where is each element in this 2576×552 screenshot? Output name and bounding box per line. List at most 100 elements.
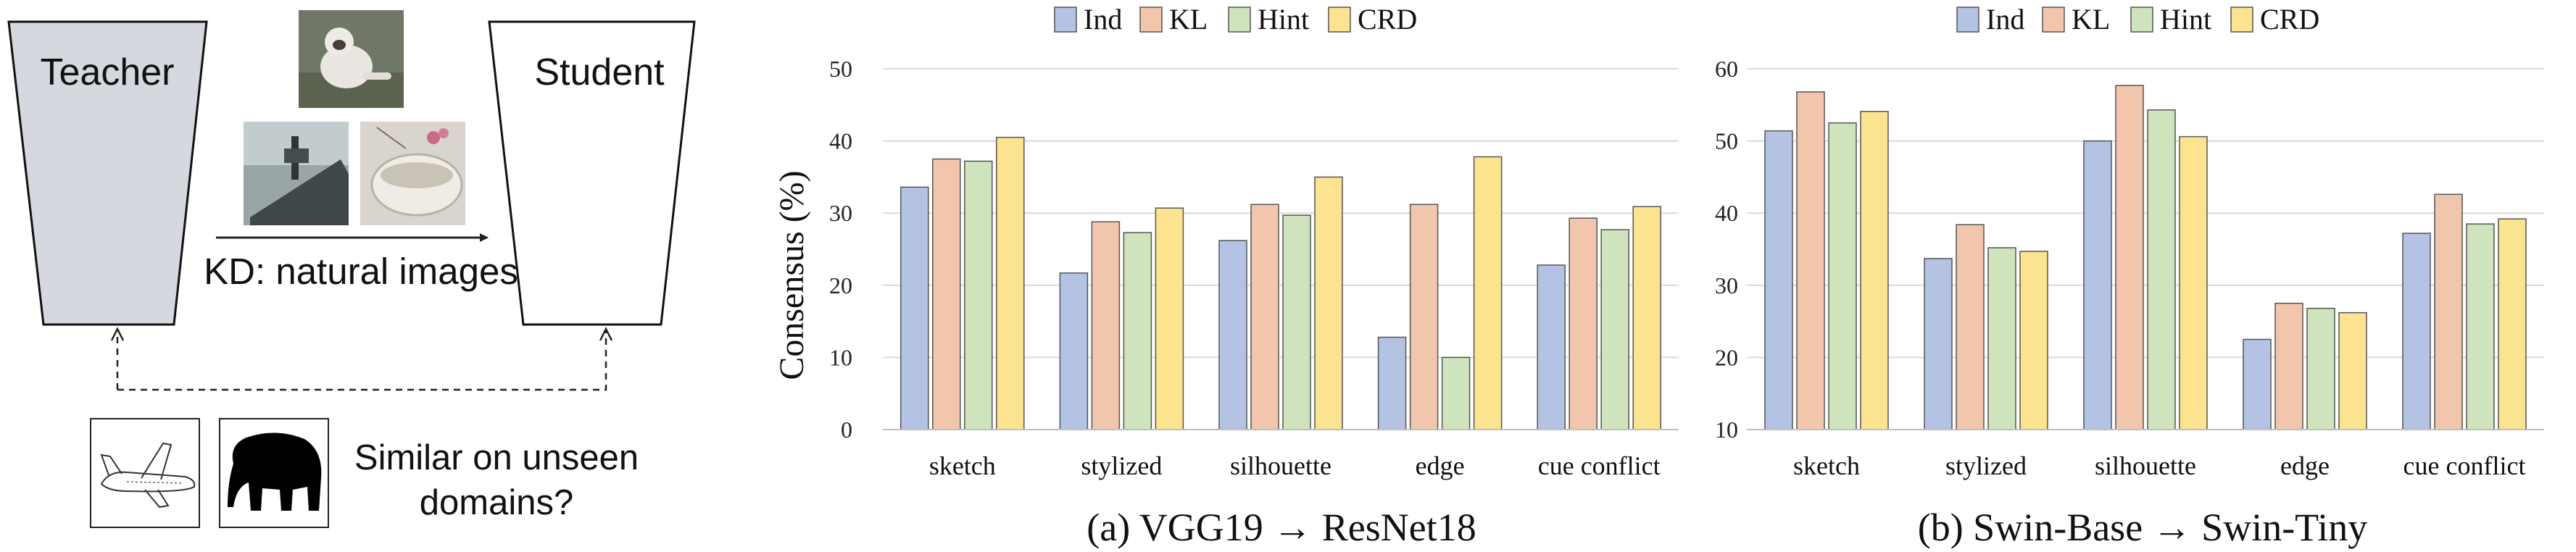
chart-b-legend-swatch-kl [2042,7,2065,33]
chart-b-legend-label-kl: KL [2072,3,2110,35]
chart-b-y-tick-label: 60 [1715,56,1738,82]
chart-a-bar-ind [1218,240,1247,430]
chart-a-bar-kl [932,158,961,430]
question-line-1: Similar on unseen [354,438,639,477]
chart-a-bar-ind [900,186,929,430]
chart-a-bar-ind [1537,264,1566,430]
question-line-2: domains? [420,483,573,522]
chart-a-x-tick-label: stylized [1081,451,1162,480]
chart-a-bar-hint [1282,214,1311,430]
chart-b-x-tick-label: silhouette [2095,451,2196,480]
chart-b-bar-hint [2306,307,2335,430]
chart-a-x-ticks: sketch stylized silhouette edge cue conflict [929,451,1661,480]
bowl-photo [360,122,465,225]
chart-a-bar-hint [1600,229,1629,430]
comparison-bracket [116,331,607,391]
chart-a-title: (a) VGG19 → ResNet18 [1087,506,1476,549]
chart-b-bar-ind [2083,140,2112,430]
chart-a-legend-label-kl: KL [1169,3,1208,35]
chart-a: 0 10 20 30 40 50 sketch stylized silhouette edge… [773,3,1679,549]
chart-b-bar-crd [1860,111,1889,430]
chart-a-bar-kl [1250,204,1279,430]
chart-a-legend-swatch-crd [1328,7,1351,33]
chart-a-legend-label-ind: Ind [1084,3,1122,35]
chart-b-x-tick-label: edge [2280,451,2330,480]
chart-a-y-ticks: 0 10 20 30 40 50 [829,56,852,443]
chart-a-bar-crd [1632,206,1661,430]
chart-b-bars [1764,85,2527,430]
chart-b-bar-kl [1796,91,1825,430]
chart-b-bar-crd [2498,218,2527,430]
chart-b-bar-hint [2147,109,2176,430]
chart-a-y-tick-label: 20 [829,272,852,298]
chart-a-legend-label-crd: CRD [1358,3,1417,35]
teacher-label: Teacher [41,51,175,93]
chart-b-bar-ind [1924,258,1953,430]
chart-a-y-tick-label: 0 [841,417,852,443]
student-label: Student [534,51,665,93]
chart-a-bar-crd [1314,176,1343,430]
chart-a-x-tick-label: silhouette [1230,451,1331,480]
chart-b: 10 20 30 40 50 60 sketch stylized silhouette edg… [1715,3,2544,549]
chart-a-y-tick-label: 40 [829,128,852,154]
chart-b-title: (b) Swin-Base → Swin-Tiny [1918,506,2368,549]
chart-b-bar-crd [2019,251,2048,430]
chart-a-bar-crd [1155,207,1184,430]
chart-b-bar-ind [1764,130,1793,430]
chart-b-x-tick-label: sketch [1793,451,1860,480]
chart-a-y-tick-label: 30 [829,200,852,226]
kd-label: KD: natural images [204,251,518,292]
chart-b-legend-swatch-hint [2130,7,2153,33]
chart-a-bar-kl [1409,204,1439,430]
chart-b-y-tick-label: 10 [1715,417,1738,443]
chart-b-bar-hint [1828,122,1857,430]
chart-a-y-tick-label: 50 [829,56,852,82]
chart-a-bar-hint [964,160,993,430]
chart-a-x-tick-label: cue conflict [1538,451,1661,480]
student-network-shape [488,20,696,326]
chart-a-legend-swatch-kl [1139,7,1163,33]
chart-b-y-ticks: 10 20 30 40 50 60 [1715,56,1738,443]
chart-b-x-tick-label: stylized [1945,451,2027,480]
chart-b-legend-label-crd: CRD [2260,3,2319,35]
chart-a-bars [900,136,1661,430]
chart-a-legend-swatch-hint [1228,7,1251,33]
chart-a-bar-crd [1473,156,1503,430]
chart-b-bar-ind [2243,338,2272,430]
chart-a-y-axis-label: Consensus (%) [773,170,811,380]
chart-b-bar-kl [2274,302,2303,430]
chart-b-y-tick-label: 20 [1715,344,1738,370]
chart-a-bar-hint [1441,356,1471,430]
chart-b-y-tick-label: 30 [1715,272,1738,298]
chart-b-bar-crd [2338,311,2367,430]
chart-b-legend-label-hint: Hint [2160,3,2211,35]
chart-a-legend-label-hint: Hint [1258,3,1309,35]
chart-b-bar-hint [2466,223,2495,430]
kd-diagram: Teacher Student [7,10,696,528]
chart-a-x-tick-label: sketch [929,451,996,480]
chart-b-bar-hint [1987,247,2016,430]
chart-b-bar-kl [2115,85,2144,430]
chart-b-y-tick-label: 50 [1715,128,1738,154]
chart-a-bar-kl [1091,221,1121,430]
chart-b-bar-kl [1956,224,1985,430]
chart-b-x-ticks: sketch stylized silhouette edge cue conflict [1793,451,2525,480]
chart-b-legend-label-ind: Ind [1986,3,2024,35]
chart-a-y-tick-label: 10 [829,344,852,370]
cat-photo [299,10,404,108]
chart-a-legend-swatch-ind [1054,7,1077,33]
chart-a-bar-ind [1059,272,1089,430]
chart-b-x-tick-label: cue conflict [2403,451,2526,480]
chart-b-legend-swatch-crd [2230,7,2253,33]
chart-b-y-tick-label: 40 [1715,200,1738,226]
chart-b-legend: Ind KL Hint CRD [1956,3,2319,35]
teacher-network-shape [7,20,208,326]
chart-a-legend: Ind KL Hint CRD [1054,3,1417,35]
chart-b-bar-ind [2402,233,2431,430]
chart-b-bar-crd [2179,135,2208,430]
airplane-sketch [90,418,200,528]
chart-b-bar-kl [2434,193,2463,430]
chart-a-bar-hint [1123,232,1152,430]
chart-a-bar-kl [1569,217,1597,430]
